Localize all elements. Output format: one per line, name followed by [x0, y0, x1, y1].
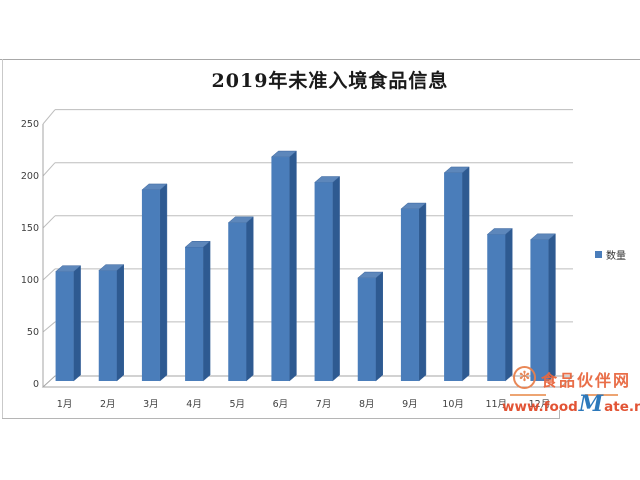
ytick-0: 0 [33, 379, 39, 390]
bar-side-3月 [159, 183, 168, 382]
plot-border-left [2, 59, 3, 418]
bar-side-1月 [73, 265, 81, 382]
chart-area-top-border [0, 59, 640, 60]
bar-side-9月 [418, 202, 427, 382]
bar-8月 [357, 278, 376, 381]
gridline-bend-150 [42, 215, 56, 229]
xlabel-1月: 1月 [57, 399, 73, 410]
bar-5月 [228, 222, 247, 381]
xlabel-2月: 2月 [100, 399, 116, 410]
xlabel-9月: 9月 [402, 399, 418, 410]
ytick-100: 100 [21, 275, 39, 286]
bar-side-11月 [505, 227, 513, 382]
xlabel-8月: 8月 [359, 399, 375, 410]
watermark-url: www.food M ate.net [502, 391, 640, 417]
legend-label: 数量 [606, 251, 626, 262]
bar-side-5月 [246, 216, 254, 382]
bar-12月 [530, 239, 549, 381]
bar-side-12月 [548, 233, 556, 382]
xlabel-4月: 4月 [186, 399, 202, 410]
bar-side-8月 [375, 271, 383, 382]
legend: 数量 [595, 247, 626, 262]
bar-11月 [487, 234, 506, 381]
legend-swatch-icon [595, 251, 602, 258]
xlabel-12月: 12月 [529, 399, 551, 410]
ytick-250: 250 [21, 119, 39, 130]
bar-1月 [55, 271, 74, 381]
watermark-url-suffix: ate.net [604, 399, 640, 415]
ytick-150: 150 [21, 223, 39, 234]
bar-side-4月 [202, 240, 211, 382]
bar-2月 [98, 270, 117, 381]
bar-side-2月 [116, 264, 124, 382]
plot-border-bottom [2, 418, 560, 419]
xlabel-6月: 6月 [273, 399, 289, 410]
bar-4月 [185, 247, 204, 381]
bar-side-6月 [289, 150, 297, 382]
plot-border-right-stub [559, 410, 560, 418]
watermark-url-prefix: www.food [502, 399, 578, 415]
watermark-site-name: 食品伙伴网 [541, 371, 632, 390]
watermark-rule-right [585, 394, 618, 396]
bar-7月 [314, 182, 333, 381]
bar-side-7月 [332, 175, 340, 382]
gridline-bend-50 [42, 321, 56, 333]
bar-10月 [444, 172, 463, 381]
bar-6月 [271, 157, 290, 381]
watermark-rule-left [510, 394, 546, 396]
floor [41, 375, 575, 388]
gridline-bend-250 [42, 109, 56, 125]
chart-title: 2019年未准入境食品信息 [211, 70, 449, 92]
watermark-url-m: M [578, 391, 604, 417]
ytick-200: 200 [21, 171, 39, 182]
foodmate-flower-logo-icon: ✻ [513, 366, 536, 389]
xlabel-7月: 7月 [316, 399, 332, 410]
bar-side-10月 [461, 166, 470, 382]
foodmate-watermark: ✻ 食品伙伴网 www.food M ate.net [500, 360, 640, 420]
ytick-50: 50 [27, 327, 39, 338]
xlabel-5月: 5月 [229, 399, 245, 410]
xlabel-10月: 10月 [442, 399, 464, 410]
xlabel-11月: 11月 [485, 399, 507, 410]
xlabel-3月: 3月 [143, 399, 159, 410]
gridline-bend-100 [42, 268, 56, 281]
bar-9月 [400, 209, 419, 381]
bar-3月 [141, 189, 160, 381]
gridline-bend-200 [42, 162, 56, 177]
